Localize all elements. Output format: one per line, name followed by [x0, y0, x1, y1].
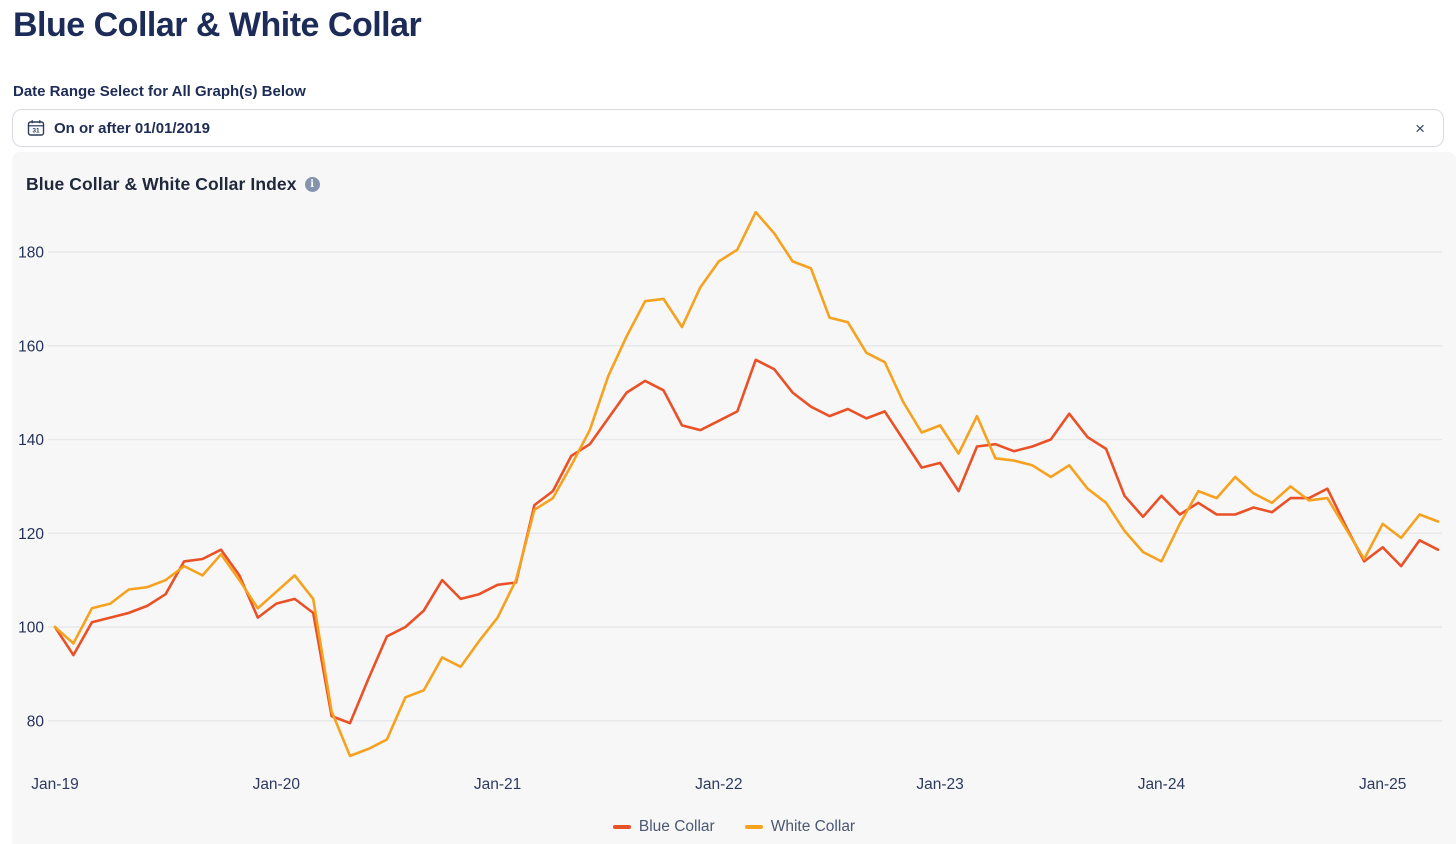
svg-text:160: 160 [18, 338, 44, 355]
svg-text:140: 140 [18, 432, 44, 449]
chart-title: Blue Collar & White Collar Index [26, 174, 297, 194]
svg-text:120: 120 [18, 526, 44, 543]
svg-text:100: 100 [18, 620, 44, 637]
svg-text:Jan-24: Jan-24 [1138, 776, 1186, 793]
svg-text:Jan-23: Jan-23 [916, 776, 963, 793]
date-range-input[interactable]: 31 On or after 01/01/2019 × [12, 109, 1444, 147]
legend-item-white-collar[interactable]: White Collar [744, 818, 856, 836]
line-chart: 80 100 120 140 160 180 Jan-19 Jan-20 Jan-21 Jan-2… [18, 210, 1442, 793]
svg-text:Jan-21: Jan-21 [474, 776, 521, 793]
svg-text:80: 80 [27, 713, 45, 730]
svg-text:Jan-25: Jan-25 [1359, 776, 1406, 793]
date-range-label: Date Range Select for All Graph(s) Below [13, 83, 306, 100]
info-icon[interactable]: i [304, 177, 320, 192]
page-title: Blue Collar & White Collar [13, 6, 422, 44]
white-collar-swatch [744, 824, 763, 830]
clear-date-filter-icon[interactable]: × [1415, 118, 1425, 138]
svg-text:Jan-20: Jan-20 [253, 776, 301, 793]
calendar-icon: 31 [27, 120, 45, 136]
svg-text:Jan-19: Jan-19 [31, 776, 78, 793]
date-range-value: On or after 01/01/2019 [54, 119, 210, 137]
legend-item-blue-collar[interactable]: Blue Collar [612, 818, 715, 836]
svg-text:31: 31 [32, 128, 40, 135]
blue-collar-swatch [612, 824, 631, 830]
svg-text:180: 180 [18, 245, 44, 262]
legend-label: White Collar [770, 818, 856, 835]
svg-text:Jan-22: Jan-22 [695, 776, 742, 793]
chart-legend: Blue Collar White Collar [12, 818, 1456, 836]
chart-card: 80 100 120 140 160 180 Jan-19 Jan-20 Jan-21 Jan-2… [12, 152, 1456, 844]
legend-label: Blue Collar [638, 818, 715, 835]
